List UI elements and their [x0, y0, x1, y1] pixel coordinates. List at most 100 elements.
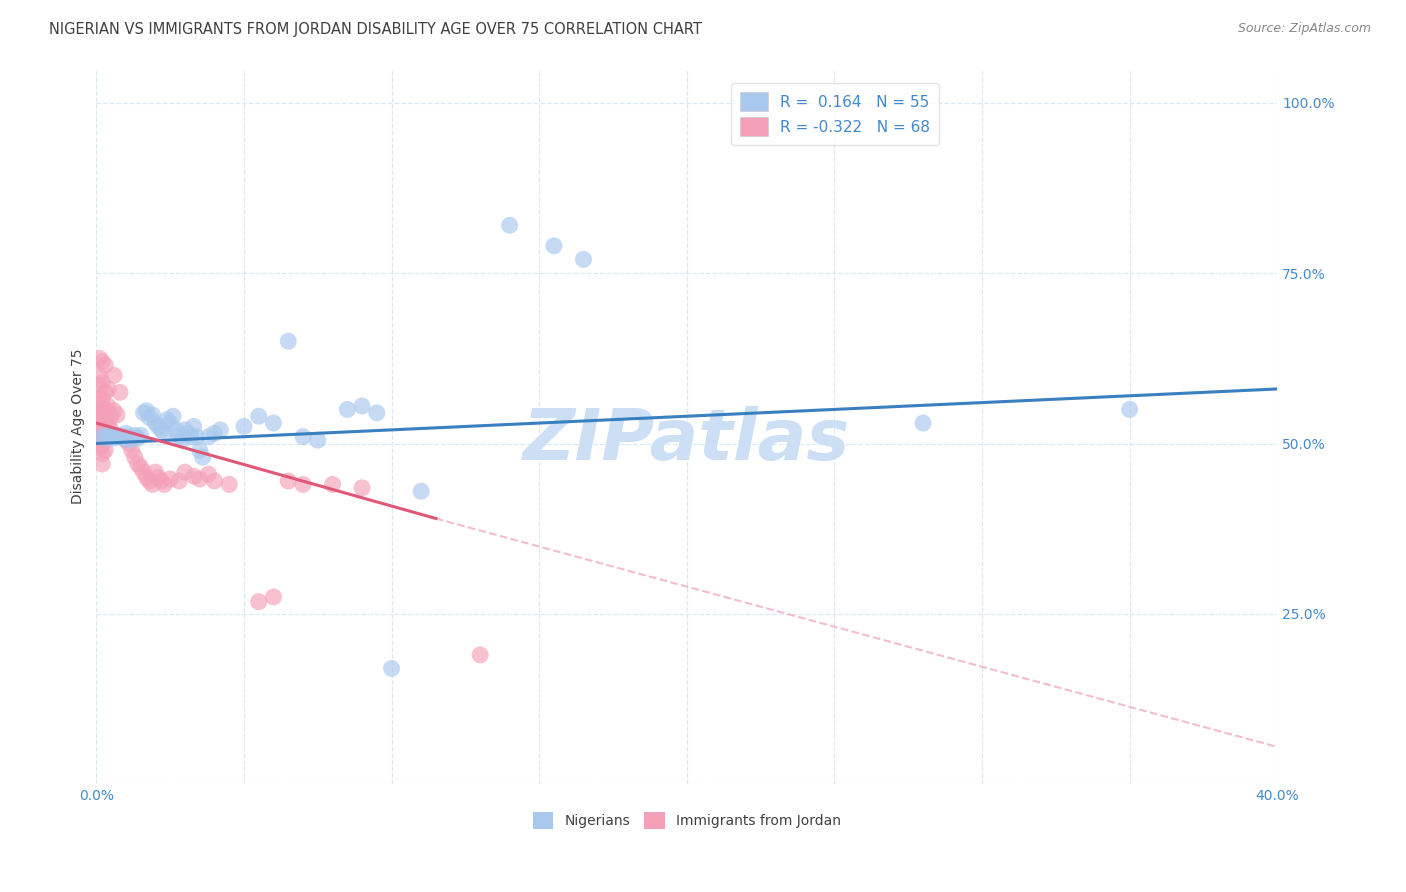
Point: [91, 375, 114, 389]
Point: [100, 430, 122, 444]
Point: [89, 390, 111, 404]
Point: [89, 397, 111, 411]
Text: Source: ZipAtlas.com: Source: ZipAtlas.com: [1237, 22, 1371, 36]
Point: [197, 430, 219, 444]
Point: [470, 648, 492, 662]
Point: [89, 378, 111, 392]
Point: [118, 436, 141, 450]
Point: [135, 470, 157, 484]
Point: [132, 406, 155, 420]
Point: [97, 382, 120, 396]
Point: [94, 402, 117, 417]
Point: [156, 412, 179, 426]
Point: [135, 404, 157, 418]
Point: [247, 409, 270, 424]
Point: [352, 481, 374, 495]
Point: [911, 416, 934, 430]
Point: [148, 419, 170, 434]
Point: [124, 450, 146, 464]
Point: [118, 433, 141, 447]
Point: [105, 408, 128, 422]
Point: [91, 404, 114, 418]
Point: [150, 423, 173, 437]
Text: NIGERIAN VS IMMIGRANTS FROM JORDAN DISABILITY AGE OVER 75 CORRELATION CHART: NIGERIAN VS IMMIGRANTS FROM JORDAN DISAB…: [49, 22, 702, 37]
Point: [91, 447, 114, 461]
Point: [247, 595, 270, 609]
Point: [108, 385, 131, 400]
Point: [498, 219, 520, 233]
Point: [381, 661, 404, 675]
Point: [97, 430, 120, 444]
Point: [127, 431, 149, 445]
Point: [94, 443, 117, 458]
Point: [277, 334, 299, 349]
Point: [145, 416, 167, 430]
Point: [97, 416, 120, 430]
Point: [1118, 402, 1140, 417]
Point: [167, 474, 190, 488]
Point: [366, 406, 388, 420]
Point: [233, 419, 256, 434]
Point: [153, 477, 176, 491]
Point: [97, 428, 120, 442]
Point: [352, 399, 374, 413]
Point: [543, 239, 565, 253]
Point: [167, 430, 190, 444]
Point: [94, 430, 117, 444]
Point: [177, 426, 200, 441]
Point: [91, 354, 114, 368]
Point: [91, 430, 114, 444]
Point: [94, 385, 117, 400]
Text: ZIPatlas: ZIPatlas: [523, 406, 851, 475]
Point: [89, 424, 111, 438]
Point: [263, 590, 285, 604]
Point: [197, 467, 219, 482]
Point: [218, 477, 240, 491]
Point: [105, 428, 128, 442]
Point: [89, 404, 111, 418]
Point: [115, 433, 138, 447]
Point: [174, 465, 197, 479]
Point: [91, 392, 114, 407]
Point: [186, 430, 208, 444]
Point: [89, 435, 111, 450]
Point: [170, 433, 193, 447]
Point: [292, 477, 315, 491]
Point: [111, 430, 134, 444]
Point: [174, 423, 197, 437]
Point: [307, 433, 329, 447]
Point: [188, 472, 211, 486]
Point: [336, 402, 359, 417]
Point: [148, 470, 170, 484]
Point: [89, 410, 111, 425]
Point: [89, 368, 111, 383]
Point: [145, 465, 167, 479]
Point: [141, 408, 163, 422]
Point: [162, 409, 184, 424]
Point: [103, 404, 125, 418]
Point: [129, 460, 152, 475]
Point: [89, 441, 111, 455]
Point: [180, 430, 202, 444]
Point: [322, 477, 344, 491]
Y-axis label: Disability Age Over 75: Disability Age Over 75: [72, 349, 86, 504]
Point: [91, 457, 114, 471]
Point: [100, 409, 122, 424]
Point: [141, 477, 163, 491]
Point: [91, 430, 114, 444]
Point: [572, 252, 595, 267]
Point: [91, 438, 114, 452]
Point: [94, 431, 117, 445]
Point: [165, 423, 187, 437]
Point: [108, 430, 131, 444]
Point: [121, 443, 143, 458]
Point: [277, 474, 299, 488]
Point: [91, 421, 114, 435]
Point: [209, 423, 232, 437]
Point: [204, 474, 226, 488]
Point: [183, 469, 205, 483]
Point: [115, 426, 138, 441]
Point: [121, 431, 143, 445]
Point: [91, 412, 114, 426]
Point: [138, 410, 160, 425]
